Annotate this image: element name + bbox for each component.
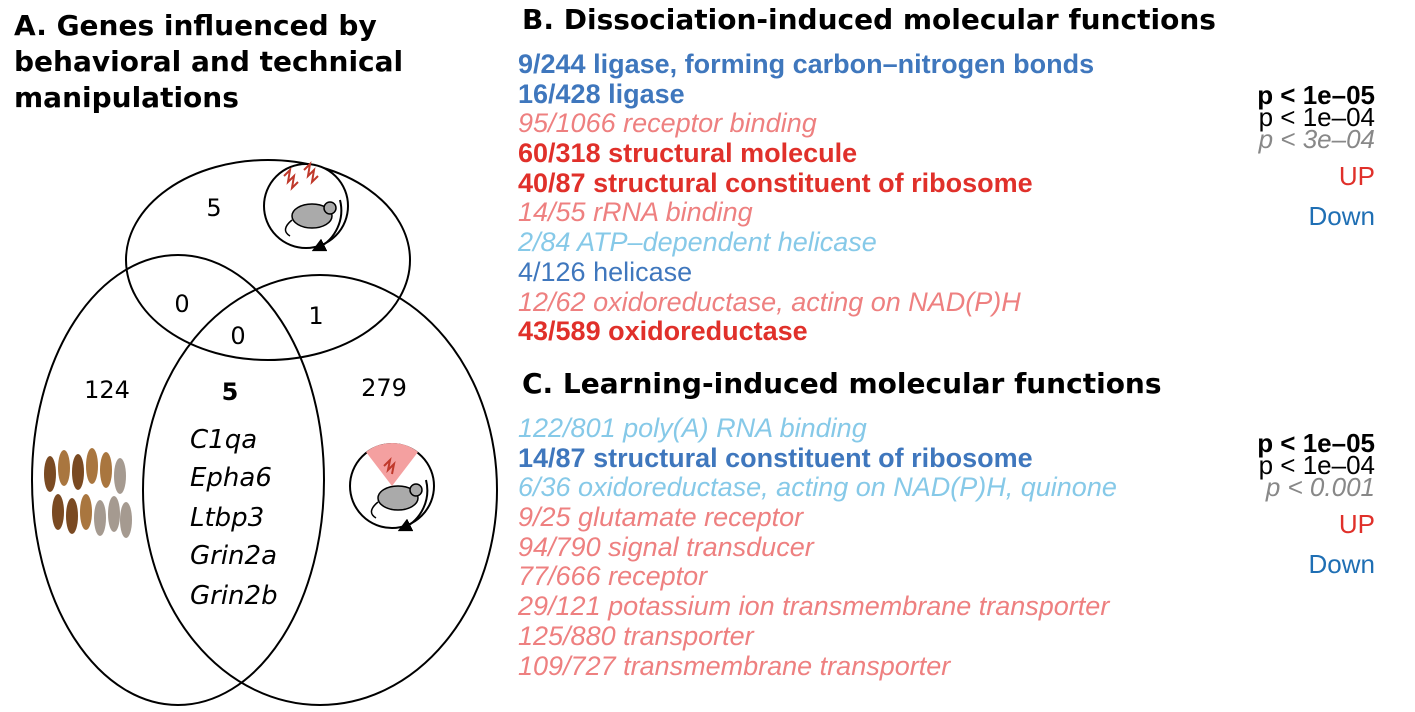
panel-a-title-line2: behavioral and technical: [14, 45, 404, 78]
panel-c-legend: p < 1e–05 p < 1e–04 p < 0.001 UP Down: [1257, 428, 1375, 579]
function-item: 14/87 structural constituent of ribosome: [518, 442, 1033, 473]
venn-set-top: [125, 159, 411, 361]
count-right-only: 279: [361, 374, 407, 402]
panel-a-title: A. Genes influenced by behavioral and te…: [14, 8, 454, 116]
legend-down: Down: [1308, 549, 1375, 579]
function-item: 125/880 transporter: [518, 620, 754, 651]
function-item: 12/62 oxidoreductase, acting on NAD(P)H: [518, 286, 1021, 317]
function-item: 77/666 receptor: [518, 561, 708, 592]
mouse-with-neuron-signals-icon: [263, 161, 349, 252]
legend-p-strong: p < 1e–05: [1257, 428, 1375, 458]
function-item: 94/790 signal transducer: [518, 531, 814, 562]
function-item: 14/55 rRNA binding: [518, 197, 753, 228]
legend-p-strong: p < 1e–05: [1257, 80, 1375, 110]
legend-down: Down: [1308, 201, 1375, 231]
legend-p-medium: p < 1e–04: [1258, 102, 1375, 132]
gene-label: Epha6: [190, 463, 272, 493]
function-item: 6/36 oxidoreductase, acting on NAD(P)H, …: [518, 472, 1117, 503]
count-top-right: 1: [308, 302, 323, 330]
legend-p-weak: p < 3e–04: [1258, 124, 1375, 154]
function-item: 16/428 ligase: [518, 78, 685, 109]
function-item: 40/87 structural constituent of ribosome: [518, 167, 1033, 198]
panel-c-function-list: 122/801 poly(A) RNA binding 14/87 struct…: [518, 413, 1117, 681]
legend-up: UP: [1338, 161, 1375, 191]
panel-b-function-list: 9/244 ligase, forming carbon–nitrogen bo…: [518, 49, 1095, 347]
gene-label: Grin2b: [190, 581, 278, 611]
cell-samples-icon: [44, 448, 132, 538]
count-top-only: 5: [206, 194, 221, 222]
panel-a-title-line1: A. Genes influenced by: [14, 9, 377, 42]
venn-set-right: [142, 274, 498, 706]
gene-label: Grin2a: [190, 541, 277, 571]
gene-label: Ltbp3: [190, 503, 264, 533]
legend-up: UP: [1338, 509, 1375, 539]
function-item: 2/84 ATP–dependent helicase: [518, 227, 877, 258]
legend-p-weak: p < 0.001: [1265, 472, 1375, 502]
panel-a-title-line3: manipulations: [14, 81, 239, 114]
legend-p-medium: p < 1e–04: [1258, 450, 1375, 480]
count-left-right: 5: [222, 378, 239, 406]
panel-b-legend: p < 1e–05 p < 1e–04 p < 3e–04 UP Down: [1257, 80, 1375, 231]
function-item: 122/801 poly(A) RNA binding: [518, 413, 867, 443]
count-left-only: 124: [84, 376, 130, 404]
function-item: 9/25 glutamate receptor: [518, 502, 804, 533]
function-item: 43/589 oxidoreductase: [518, 316, 808, 347]
count-top-left: 0: [174, 290, 189, 318]
function-item: 9/244 ligase, forming carbon–nitrogen bo…: [518, 49, 1095, 79]
function-item: 109/727 transmembrane transporter: [518, 650, 951, 681]
function-item: 4/126 helicase: [518, 256, 693, 287]
function-item: 60/318 structural molecule: [518, 138, 858, 169]
gene-label: C1qa: [190, 425, 257, 455]
panel-b-title: B. Dissociation-induced molecular functi…: [522, 3, 1216, 36]
venn-set-left: [31, 254, 325, 706]
venn-diagram: 5 0 1 0 124 5 279 C1qa Epha6 Ltbp3 Grin2…: [31, 159, 498, 706]
function-item: 95/1066 receptor binding: [518, 108, 817, 139]
function-item: 29/121 potassium ion transmembrane trans…: [518, 591, 1110, 622]
mouse-with-red-sector-icon: [349, 442, 435, 532]
panel-c-title: C. Learning-induced molecular functions: [522, 367, 1162, 400]
count-center: 0: [230, 322, 245, 350]
